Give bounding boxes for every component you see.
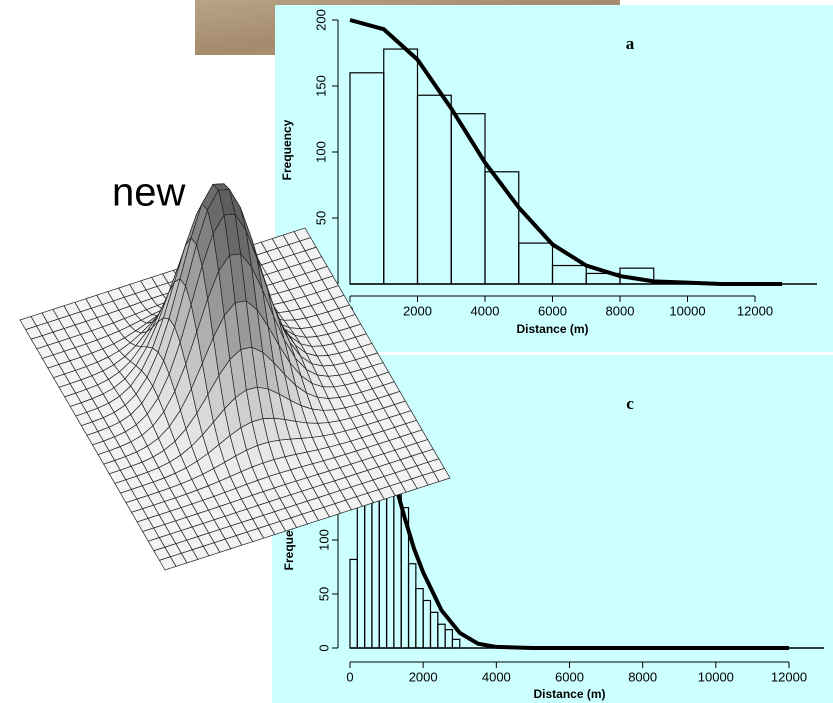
x-tick-label: 10000 xyxy=(698,669,734,684)
y-tick-label: 150 xyxy=(313,75,328,97)
x-tick-label: 8000 xyxy=(628,669,657,684)
y-tick-label: 0 xyxy=(316,644,331,651)
y-tick-label: 100 xyxy=(313,141,328,163)
slide-text: new xyxy=(112,171,185,215)
chart-panel xyxy=(275,5,833,352)
y-tick-label: 50 xyxy=(316,587,331,601)
x-tick-label: 4000 xyxy=(482,669,511,684)
x-tick-label: 4000 xyxy=(471,303,500,318)
x-axis-label: Distance (m) xyxy=(533,687,605,701)
x-axis-label: Distance (m) xyxy=(516,322,588,336)
x-tick-label: 12000 xyxy=(737,303,773,318)
x-tick-label: 12000 xyxy=(771,669,807,684)
y-tick-label: 50 xyxy=(313,211,328,225)
x-tick-label: 0 xyxy=(346,669,353,684)
panel-label: c xyxy=(626,394,634,413)
panel-label: a xyxy=(626,34,635,53)
fit-curve xyxy=(349,18,782,286)
surface-cell xyxy=(158,556,177,571)
surface-plot xyxy=(19,183,451,571)
y-axis-label: Frequency xyxy=(280,119,294,180)
x-tick-label: 8000 xyxy=(606,303,635,318)
fit-curve xyxy=(384,458,789,650)
x-tick-label: 2000 xyxy=(409,669,438,684)
x-tick-label: 6000 xyxy=(538,303,567,318)
x-tick-label: 10000 xyxy=(669,303,705,318)
x-tick-label: 2000 xyxy=(403,303,432,318)
y-tick-label: 100 xyxy=(316,529,331,551)
y-tick-label: 200 xyxy=(313,9,328,31)
x-tick-label: 6000 xyxy=(555,669,584,684)
